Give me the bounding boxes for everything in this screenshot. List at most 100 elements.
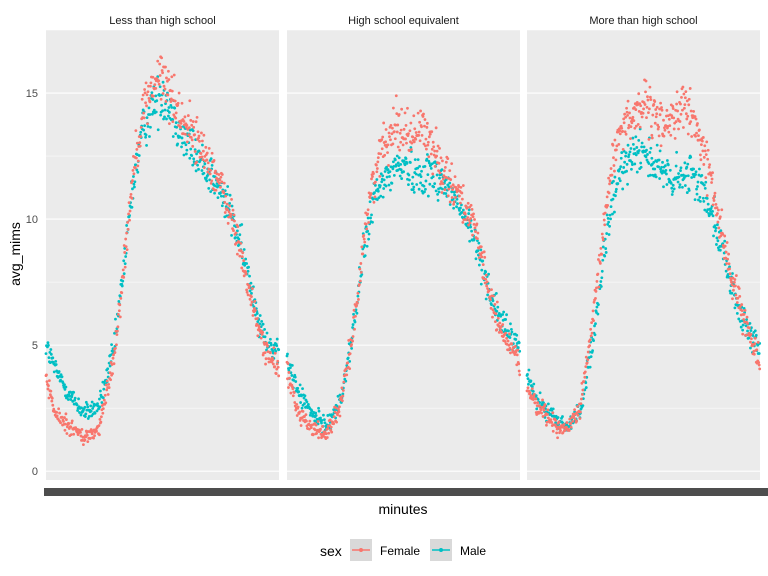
data-point <box>556 436 559 440</box>
data-point <box>728 272 732 276</box>
data-point <box>97 424 101 428</box>
data-point <box>695 131 698 135</box>
data-point <box>266 344 269 348</box>
data-point <box>176 142 180 146</box>
data-point <box>730 280 733 284</box>
data-point <box>242 274 246 278</box>
data-point <box>202 171 206 175</box>
data-point <box>294 408 298 412</box>
data-point <box>108 371 112 375</box>
data-point <box>138 141 142 145</box>
data-point <box>373 195 377 199</box>
data-point <box>368 196 372 200</box>
data-point <box>737 287 741 290</box>
data-point <box>627 153 631 156</box>
data-point <box>672 116 676 120</box>
data-point <box>51 356 55 360</box>
data-point <box>190 123 194 127</box>
data-point <box>209 157 213 161</box>
data-point <box>526 373 529 376</box>
data-point <box>622 117 626 121</box>
data-point <box>276 365 280 369</box>
data-point <box>736 296 740 300</box>
data-point <box>218 178 222 182</box>
y-tick-label: 10 <box>26 214 38 226</box>
data-point <box>710 212 713 216</box>
data-point <box>184 132 187 136</box>
data-point <box>166 93 170 97</box>
data-point <box>106 367 110 371</box>
data-point <box>162 117 165 121</box>
data-point <box>514 338 518 341</box>
data-point <box>194 120 198 124</box>
data-point <box>716 212 719 215</box>
data-point <box>197 134 201 138</box>
data-point <box>163 108 167 112</box>
data-point <box>356 294 360 298</box>
data-point <box>755 348 759 352</box>
data-point <box>156 128 160 132</box>
data-point <box>396 161 400 165</box>
data-point <box>116 325 120 329</box>
data-point <box>598 261 602 265</box>
data-point <box>294 380 298 383</box>
data-point <box>740 309 744 313</box>
data-point <box>649 125 653 128</box>
data-point <box>108 364 112 368</box>
data-point <box>504 318 507 321</box>
data-point <box>550 421 554 424</box>
data-point <box>127 201 131 205</box>
data-point <box>404 157 408 160</box>
data-point <box>481 263 485 267</box>
data-point <box>705 140 709 144</box>
data-point <box>359 270 363 274</box>
data-point <box>374 180 377 184</box>
data-point <box>435 149 439 153</box>
data-point <box>573 417 577 421</box>
data-point <box>158 94 162 97</box>
data-point <box>535 407 539 411</box>
data-point <box>93 434 96 438</box>
data-point <box>682 126 685 129</box>
data-point <box>611 197 615 201</box>
data-point <box>123 262 127 265</box>
data-point <box>69 425 73 429</box>
panel-2-gridlines <box>287 29 520 472</box>
data-point <box>531 389 535 393</box>
data-point <box>580 393 584 396</box>
data-point <box>70 393 74 397</box>
data-point <box>247 265 250 269</box>
data-point <box>716 220 720 224</box>
data-point <box>297 390 301 394</box>
data-point <box>715 206 719 210</box>
data-point <box>684 174 688 178</box>
data-point <box>536 401 540 405</box>
data-point <box>677 127 680 131</box>
data-point <box>155 99 159 103</box>
data-point <box>130 205 134 209</box>
data-point <box>599 285 603 288</box>
data-point <box>527 368 531 372</box>
data-point <box>669 181 673 185</box>
data-point <box>379 194 383 198</box>
data-point <box>395 112 399 116</box>
data-point <box>591 309 595 313</box>
data-point <box>411 175 415 179</box>
data-point <box>510 327 513 331</box>
data-point <box>352 312 355 316</box>
data-point <box>317 436 320 440</box>
data-point <box>50 399 54 403</box>
data-point <box>432 153 436 157</box>
data-point <box>47 384 50 388</box>
data-point <box>758 367 762 371</box>
data-point <box>408 178 411 182</box>
data-point <box>534 397 538 401</box>
data-point <box>604 251 608 254</box>
data-point <box>55 414 59 418</box>
data-point <box>516 346 520 349</box>
data-point <box>229 215 232 219</box>
data-point <box>330 430 334 434</box>
data-point <box>340 399 344 403</box>
data-point <box>551 411 555 415</box>
data-point <box>158 85 162 89</box>
